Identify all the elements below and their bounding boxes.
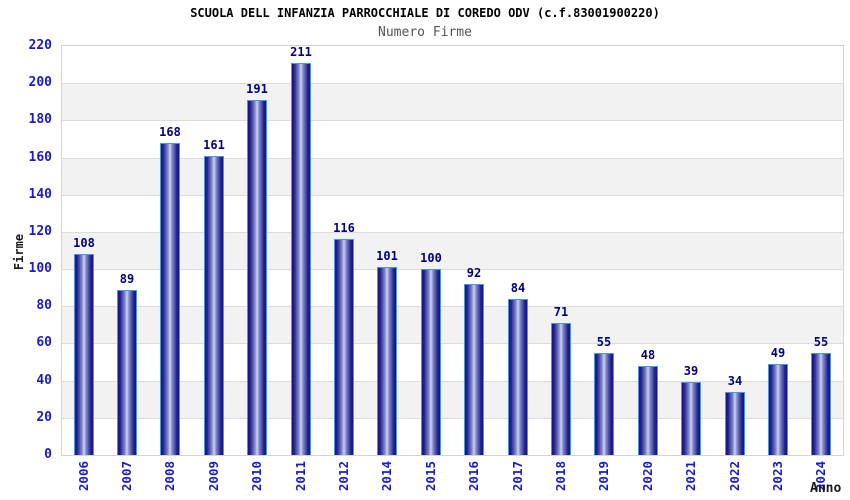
y-tick-label: 0 <box>44 447 52 462</box>
x-tick-label: 2010 <box>249 461 264 492</box>
y-tick-label: 120 <box>28 224 52 239</box>
gridline <box>62 418 843 419</box>
x-tick-label: 2021 <box>683 461 698 492</box>
gridline <box>62 381 843 382</box>
x-tick-label: 2015 <box>423 461 438 492</box>
y-tick-label: 180 <box>28 112 52 127</box>
chart-subtitle: Numero Firme <box>378 25 472 40</box>
x-axis-label: Anno <box>810 481 842 496</box>
y-tick-label: 200 <box>28 75 52 90</box>
y-tick-label: 160 <box>28 150 52 165</box>
y-tick-label: 60 <box>36 335 52 350</box>
plot-band <box>62 83 843 121</box>
gridline <box>62 269 843 270</box>
plot-band <box>62 157 843 195</box>
plot-band <box>62 231 843 270</box>
gridline <box>62 158 843 159</box>
x-tick-label: 2022 <box>727 461 742 492</box>
x-tick-label: 2019 <box>596 461 611 492</box>
gridline <box>62 232 843 233</box>
x-tick-label: 2017 <box>510 461 525 492</box>
gridline <box>62 195 843 196</box>
y-tick-label: 20 <box>36 410 52 425</box>
x-tick-label: 2012 <box>336 461 351 492</box>
x-tick-label: 2006 <box>76 461 91 492</box>
y-axis-label: Firme <box>12 233 26 271</box>
x-tick-label: 2007 <box>119 461 134 492</box>
x-tick-label: 2018 <box>553 461 568 492</box>
x-tick-label: 2011 <box>293 461 308 492</box>
gridline <box>62 120 843 121</box>
x-tick-label: 2016 <box>466 461 481 492</box>
gridline <box>62 83 843 84</box>
plot-band <box>62 306 843 344</box>
gridline <box>62 306 843 307</box>
y-tick-label: 220 <box>28 38 52 53</box>
y-tick-label: 80 <box>36 298 52 313</box>
plot-band <box>62 380 843 418</box>
y-tick-label: 100 <box>28 261 52 276</box>
x-tick-label: 2008 <box>162 461 177 492</box>
y-tick-label: 140 <box>28 187 52 202</box>
x-tick-label: 2023 <box>770 461 785 492</box>
chart-title: SCUOLA DELL INFANZIA PARROCCHIALE DI COR… <box>190 6 660 20</box>
y-tick-label: 40 <box>36 373 52 388</box>
gridline <box>62 343 843 344</box>
x-tick-label: 2014 <box>379 461 394 492</box>
plot-area <box>61 45 844 456</box>
x-tick-label: 2009 <box>206 461 221 492</box>
x-tick-label: 2020 <box>640 461 655 492</box>
